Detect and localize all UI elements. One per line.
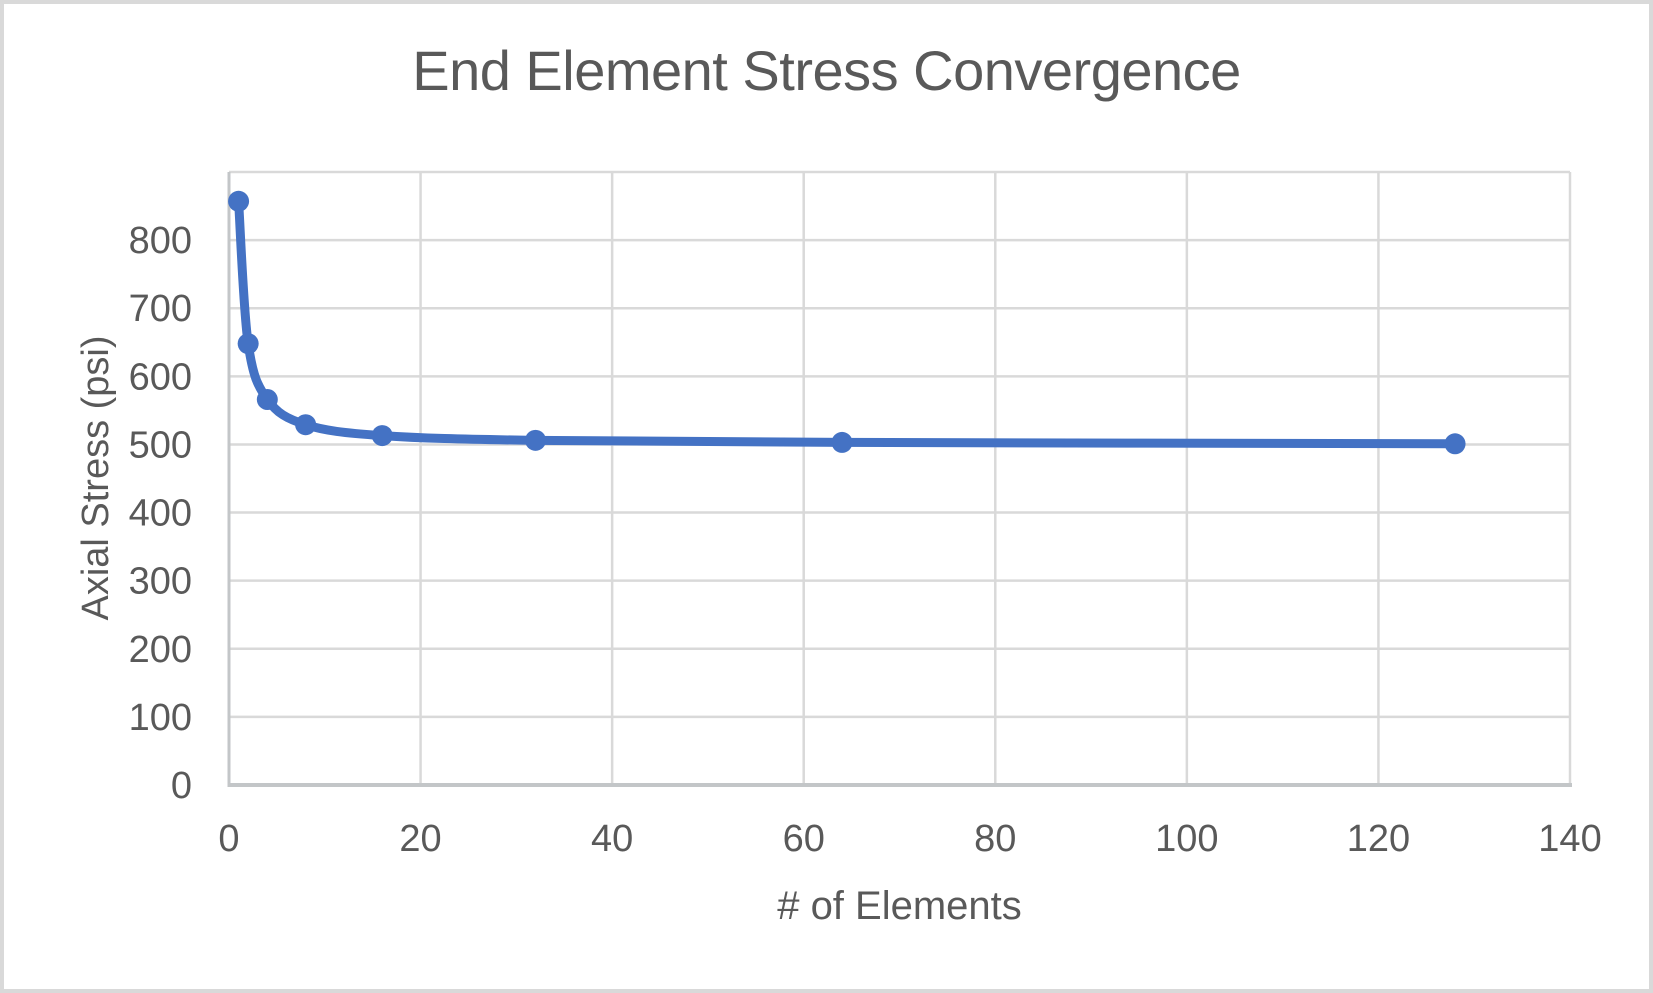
y-tick-label: 0 [171, 765, 192, 807]
y-tick-label: 300 [129, 561, 192, 603]
y-tick-label: 700 [129, 288, 192, 330]
x-tick-label: 20 [399, 818, 441, 860]
x-tick-label: 140 [1538, 818, 1601, 860]
data-point-marker [237, 333, 259, 355]
series-line [234, 196, 1460, 449]
data-point-marker [295, 414, 317, 436]
y-tick-label: 400 [129, 493, 192, 535]
y-tick-label: 600 [129, 356, 192, 398]
x-tick-label: 80 [974, 818, 1016, 860]
x-tick-label: 120 [1347, 818, 1410, 860]
y-axis-title: Axial Stress (psi) [75, 335, 117, 620]
data-point-marker [1444, 433, 1466, 455]
data-point-marker [228, 190, 250, 212]
x-tick-label: 0 [218, 818, 239, 860]
x-tick-label: 60 [783, 818, 825, 860]
x-tick-label: 40 [591, 818, 633, 860]
chart-title: End Element Stress Convergence [412, 39, 1241, 102]
data-point-marker [525, 429, 547, 451]
data-point-marker [256, 388, 278, 410]
chart-layers: 0 100 200 300 400 500 600 700 800 0 20 40 60 80 100 120… [129, 170, 1602, 860]
y-tick-label: 200 [129, 629, 192, 671]
data-point-marker [831, 431, 853, 453]
y-tick-label: 800 [129, 220, 192, 262]
x-tick-label: 100 [1155, 818, 1218, 860]
y-tick-label: 100 [129, 697, 192, 739]
y-tick-label: 500 [129, 424, 192, 466]
x-axis-title: # of Elements [777, 884, 1022, 928]
data-point-marker [371, 425, 393, 447]
